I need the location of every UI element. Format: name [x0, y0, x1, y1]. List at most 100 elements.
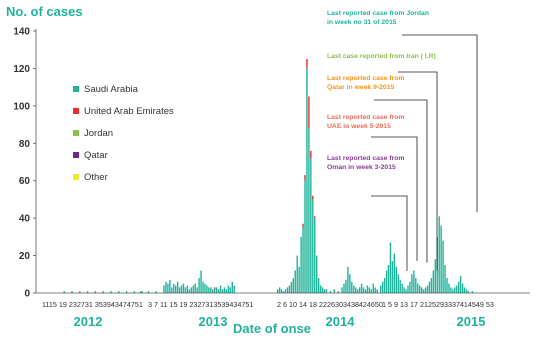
y-axis: 0 20 40 60 80 100 120 140 [13, 27, 37, 300]
year-label-2015: 2015 [457, 314, 486, 329]
week-tick-labels-2014: 2 6 10 14 18 2226303438424650 [277, 300, 383, 309]
legend-label: Qatar [84, 150, 108, 161]
bar-segment-saudi-arabia [141, 291, 143, 293]
annotation-text: Qatar in week 9-2015 [327, 84, 394, 91]
bar-segment-saudi-arabia [465, 289, 468, 293]
bar-segment-saudi-arabia [284, 289, 287, 293]
bar-segment-saudi-arabia [225, 289, 228, 293]
bar-segment-saudi-arabia [385, 270, 388, 293]
bar-segment-saudi-arabia [463, 287, 466, 293]
legend-swatch [73, 86, 79, 92]
bar-segment-saudi-arabia [444, 264, 446, 293]
bar-segment-saudi-arabia [217, 289, 220, 293]
bar-segment-saudi-arabia [347, 266, 349, 293]
bar-segment-saudi-arabia [190, 287, 192, 293]
annotation-leader-line [402, 34, 478, 213]
bar-segment-saudi-arabia [186, 285, 189, 293]
bar-segment-saudi-arabia [450, 287, 452, 293]
bar-segment-saudi-arabia [292, 278, 294, 293]
bar-segment-saudi-arabia [459, 276, 462, 293]
bar-segment-saudi-arabia [411, 274, 413, 293]
bar-segment-saudi-arabia [356, 289, 359, 293]
bar-segment-saudi-arabia [380, 285, 382, 293]
bar-segment-saudi-arabia [286, 287, 289, 293]
x-axis-label: Date of onse [233, 321, 311, 336]
bar-segment-saudi-arabia [212, 289, 214, 293]
y-tick-label: 100 [13, 101, 30, 112]
chart-title: No. of cases [6, 4, 83, 19]
bar-segment-saudi-arabia [395, 266, 397, 293]
annotation-leader-line [371, 136, 418, 261]
bar-segment-saudi-arabia [426, 285, 429, 293]
bar-segment-saudi-arabia [133, 291, 136, 293]
bar-segment-saudi-arabia [300, 236, 302, 293]
bar-segment-saudi-arabia [176, 281, 179, 293]
bar-segment-saudi-arabia [290, 281, 293, 293]
annotation-text: Last reported case from [327, 114, 404, 121]
annotation-leader-line [398, 71, 438, 271]
bar-segment-saudi-arabia [424, 287, 427, 293]
bar-segment-saudi-arabia [110, 291, 112, 293]
bar-segment-saudi-arabia [321, 287, 324, 293]
bar-segment-saudi-arabia [206, 285, 208, 293]
week-tick-labels-2013: 3 7 11 15 19 2327313539434751 [148, 300, 253, 309]
year-label-2013: 2013 [199, 314, 228, 329]
bar-segment-saudi-arabia [317, 278, 320, 293]
legend-swatch [73, 174, 79, 180]
bar-segment-saudi-arabia [184, 287, 187, 293]
bar-segment-saudi-arabia [345, 279, 347, 293]
bar-segment-saudi-arabia [403, 287, 405, 293]
bar-segment-saudi-arabia [364, 289, 367, 293]
legend-label: Jordan [84, 128, 113, 139]
bar-segment-saudi-arabia [204, 283, 206, 293]
bar-segment-saudi-arabia [171, 287, 173, 293]
bar-segment-saudi-arabia [353, 285, 355, 293]
annotation-leader-line [374, 99, 428, 263]
bar-segment-united-arab-emirates [312, 195, 314, 200]
bar-segment-saudi-arabia [86, 291, 89, 293]
legend-swatch [73, 152, 79, 158]
bar-segment-saudi-arabia [419, 285, 421, 293]
bar-segment-saudi-arabia [169, 279, 171, 293]
bar-segment-saudi-arabia [428, 281, 431, 293]
bar-segment-saudi-arabia [208, 287, 210, 293]
bar-segment-saudi-arabia [223, 287, 226, 293]
bar-segment-saudi-arabia [182, 283, 185, 293]
bar-segment-saudi-arabia [337, 291, 339, 293]
y-tick-label: 120 [13, 64, 30, 75]
bar-segment-saudi-arabia [298, 266, 300, 293]
bar-segment-saudi-arabia [358, 287, 361, 293]
y-tick-label: 60 [19, 176, 31, 187]
annotation-text: in week no 31 of 2015 [327, 19, 397, 26]
bar-segment-saudi-arabia [178, 287, 181, 293]
bar-segment-saudi-arabia [374, 287, 376, 293]
bar-segment-saudi-arabia [415, 278, 417, 293]
bar-segment-saudi-arabia [401, 283, 403, 293]
bar-segment-saudi-arabia [231, 281, 233, 293]
bar-segment-saudi-arabia [456, 285, 458, 293]
bar-segment-saudi-arabia [448, 283, 450, 293]
bar-segment-saudi-arabia [376, 289, 378, 293]
year-label-2012: 2012 [74, 314, 103, 329]
bar-segment-saudi-arabia [277, 289, 279, 293]
annotation-text: UAE in week 5-2015 [327, 123, 391, 130]
bar-segment-saudi-arabia [372, 283, 374, 293]
bar-segment-saudi-arabia [219, 285, 222, 293]
bar-segment-saudi-arabia [278, 287, 281, 293]
legend: Saudi Arabia United Arab Emirates Jordan Qa… [73, 84, 174, 183]
legend-label: United Arab Emirates [84, 106, 174, 117]
legend-swatch [73, 108, 79, 114]
bar-segment-saudi-arabia [202, 281, 204, 293]
bar-segment-saudi-arabia [391, 261, 394, 293]
bar-segment-saudi-arabia [280, 289, 283, 293]
year-label-2014: 2014 [326, 314, 356, 329]
bar-segment-saudi-arabia [407, 285, 409, 293]
bar-segment-saudi-arabia [461, 283, 464, 293]
bar-segment-saudi-arabia [165, 281, 167, 293]
bar-segment-saudi-arabia [167, 283, 169, 293]
bar-segment-saudi-arabia [383, 278, 386, 293]
y-tick-label: 80 [19, 139, 31, 150]
y-tick-label: 0 [24, 289, 30, 300]
bar-segment-saudi-arabia [306, 68, 308, 294]
